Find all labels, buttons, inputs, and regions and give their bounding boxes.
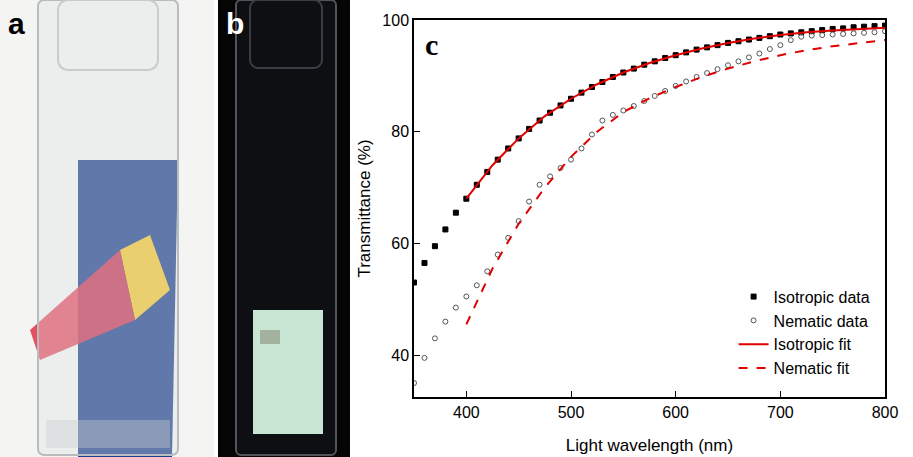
svg-text:700: 700 bbox=[767, 404, 794, 421]
svg-text:Isotropic fit: Isotropic fit bbox=[774, 336, 852, 353]
svg-text:c: c bbox=[425, 28, 438, 61]
svg-text:800: 800 bbox=[872, 404, 899, 421]
svg-text:400: 400 bbox=[453, 404, 480, 421]
svg-text:500: 500 bbox=[558, 404, 585, 421]
svg-text:a: a bbox=[8, 7, 25, 40]
svg-text:Isotropic data: Isotropic data bbox=[774, 289, 870, 306]
svg-text:Nematic data: Nematic data bbox=[774, 313, 868, 330]
svg-text:Transmittance (%): Transmittance (%) bbox=[355, 139, 374, 277]
svg-text:Nematic fit: Nematic fit bbox=[774, 360, 850, 377]
svg-text:Light wavelength (nm): Light wavelength (nm) bbox=[566, 436, 733, 455]
svg-text:60: 60 bbox=[391, 235, 409, 252]
svg-text:b: b bbox=[226, 7, 244, 40]
svg-text:80: 80 bbox=[391, 123, 409, 140]
svg-text:40: 40 bbox=[391, 347, 409, 364]
svg-text:100: 100 bbox=[382, 12, 409, 29]
svg-text:600: 600 bbox=[662, 404, 689, 421]
